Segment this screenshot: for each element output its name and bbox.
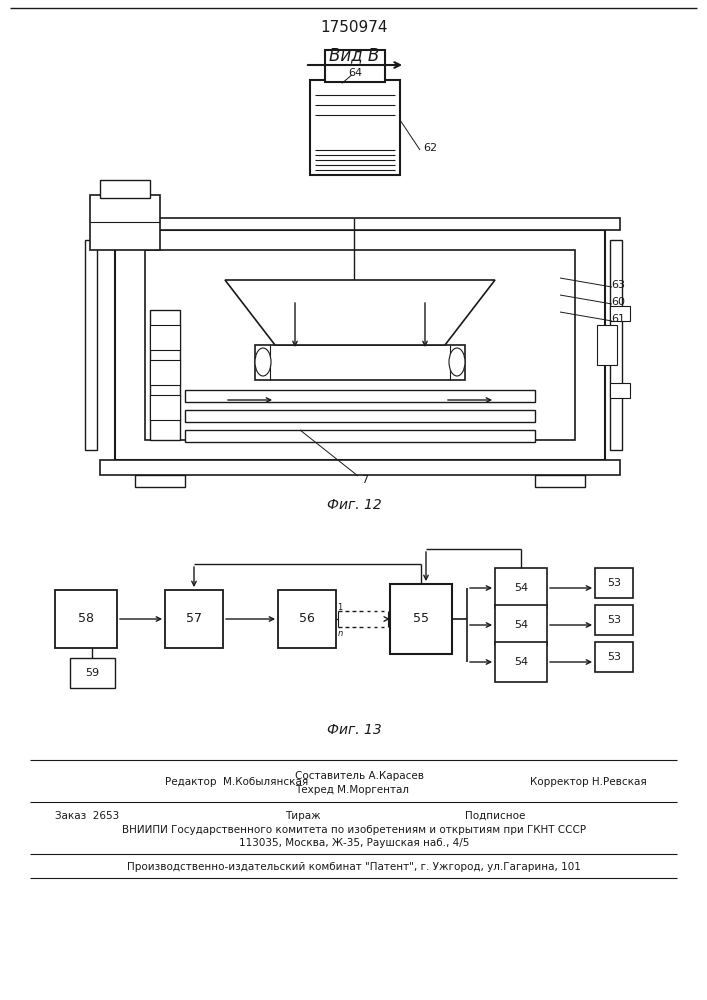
Text: 1750974: 1750974 (320, 20, 387, 35)
Bar (165, 590, 223, 648)
Text: 56: 56 (299, 612, 315, 626)
Text: Вид В: Вид В (329, 46, 379, 64)
Text: Заказ  2653: Заказ 2653 (55, 811, 119, 821)
Text: 113035, Москва, Ж-35, Раушская наб., 4/5: 113035, Москва, Ж-35, Раушская наб., 4/5 (239, 838, 469, 848)
Bar (535, 475, 585, 487)
Bar (185, 390, 535, 402)
Circle shape (159, 402, 171, 414)
Text: Корректор Н.Ревская: Корректор Н.Ревская (530, 777, 647, 787)
Text: 60: 60 (611, 297, 625, 307)
Text: Подписное: Подписное (465, 811, 525, 821)
Bar (85, 240, 97, 450)
Text: 63: 63 (611, 280, 625, 290)
Text: ВНИИПИ Государственного комитета по изобретениям и открытиям при ГКНТ СССР: ВНИИПИ Государственного комитета по изоб… (122, 825, 586, 835)
Bar (495, 642, 547, 682)
Circle shape (159, 332, 171, 344)
Bar (610, 306, 630, 321)
Text: Фиг. 13: Фиг. 13 (327, 723, 381, 737)
Circle shape (159, 367, 171, 379)
Bar (145, 250, 575, 440)
Text: Составитель А.Карасев: Составитель А.Карасев (295, 771, 424, 781)
Text: 59: 59 (86, 668, 100, 678)
Bar (495, 568, 547, 608)
Bar (150, 360, 180, 385)
Bar (595, 605, 633, 635)
Bar (610, 383, 630, 398)
Ellipse shape (255, 348, 271, 376)
Bar (595, 642, 633, 672)
Bar (55, 590, 117, 648)
Bar (135, 475, 185, 487)
Text: 1: 1 (337, 602, 343, 611)
Text: 7: 7 (361, 475, 368, 485)
Bar (100, 460, 620, 475)
Bar (115, 230, 605, 460)
Bar (70, 658, 115, 688)
Text: Редактор  М.Кобылянская: Редактор М.Кобылянская (165, 777, 308, 787)
Text: Фиг. 12: Фиг. 12 (327, 498, 381, 512)
Text: 57: 57 (186, 612, 202, 626)
Text: 64: 64 (348, 68, 362, 78)
Bar (90, 195, 160, 250)
Text: 62: 62 (423, 143, 437, 153)
Bar (185, 410, 535, 422)
Bar (610, 240, 622, 450)
Bar (597, 325, 617, 365)
Bar (150, 325, 180, 350)
Text: 53: 53 (607, 652, 621, 662)
Text: Производственно-издательский комбинат "Патент", г. Ужгород, ул.Гагарина, 101: Производственно-издательский комбинат "П… (127, 862, 581, 872)
Text: n: n (337, 629, 343, 638)
Text: 53: 53 (607, 615, 621, 625)
Bar (150, 395, 180, 420)
Ellipse shape (449, 348, 465, 376)
Bar (325, 50, 385, 82)
Text: 58: 58 (78, 612, 94, 626)
Text: 54: 54 (514, 583, 528, 593)
Text: 61: 61 (611, 314, 625, 324)
Bar (595, 568, 633, 598)
Bar (150, 310, 180, 440)
Text: Тираж: Тираж (285, 811, 321, 821)
Text: 54: 54 (514, 620, 528, 630)
Bar (495, 605, 547, 645)
Text: 53: 53 (607, 578, 621, 588)
Bar (185, 430, 535, 442)
Text: Техред М.Моргентал: Техред М.Моргентал (295, 785, 409, 795)
Bar (278, 590, 336, 648)
Bar (310, 80, 400, 175)
Bar (390, 584, 452, 654)
Bar (255, 345, 465, 380)
Bar (100, 180, 150, 198)
Text: 54: 54 (514, 657, 528, 667)
Text: 55: 55 (413, 612, 429, 626)
Bar (100, 218, 620, 230)
Polygon shape (225, 280, 495, 345)
